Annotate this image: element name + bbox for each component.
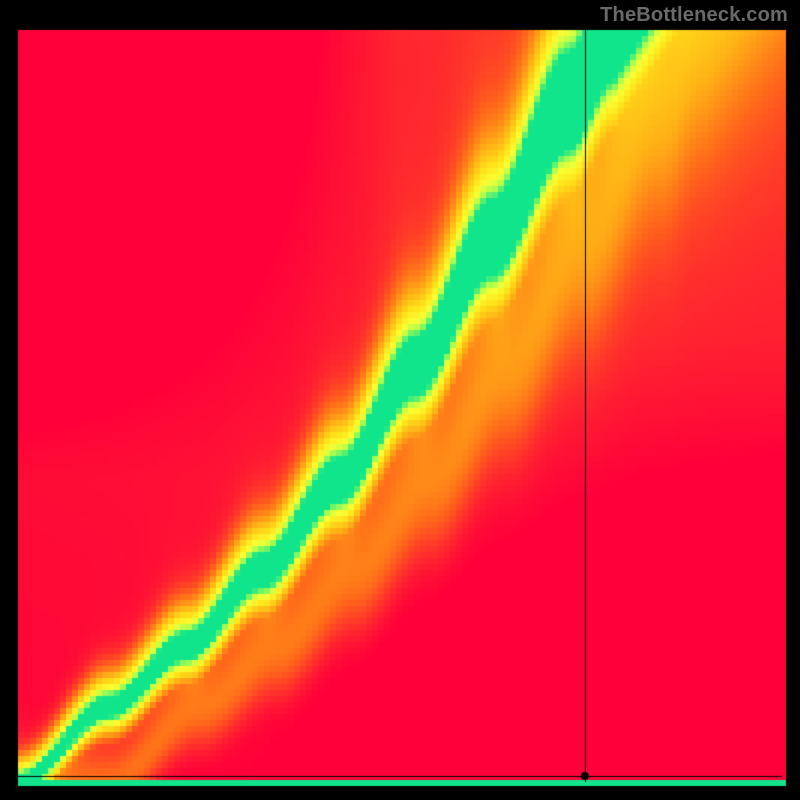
chart-container: TheBottleneck.com: [0, 0, 800, 800]
watermark-text: TheBottleneck.com: [600, 4, 788, 27]
heatmap-canvas: [0, 0, 800, 800]
